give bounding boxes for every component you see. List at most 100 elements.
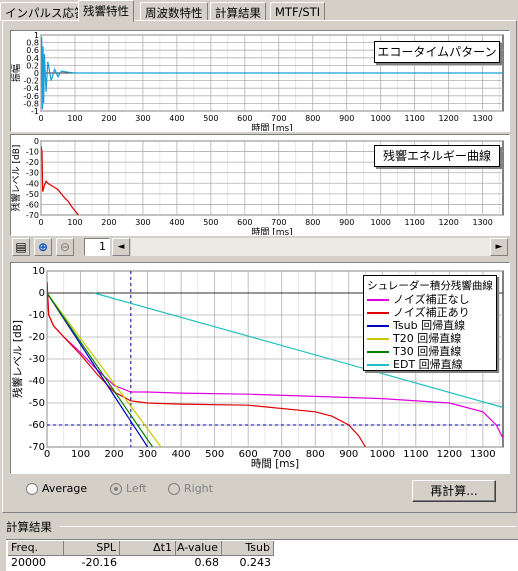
radio-average[interactable]: Average — [26, 482, 87, 495]
y-tick-label: -60 — [29, 420, 45, 431]
scroll-right-button[interactable]: ► — [490, 238, 508, 256]
recalculate-button[interactable]: 再計算... — [412, 480, 496, 502]
x-tick-label: 900 — [339, 449, 358, 460]
x-axis-label: 時間 [ms] — [251, 123, 292, 131]
radio-average-dot — [26, 483, 38, 495]
x-tick-label: 900 — [339, 218, 354, 227]
radio-left[interactable]: Left — [110, 482, 147, 495]
legend-label: EDT 回帰直線 — [393, 358, 463, 371]
legend-item: ノイズ補正なし — [367, 293, 493, 306]
y-tick-label: 0.8 — [26, 39, 39, 48]
x-tick-label: 300 — [138, 449, 157, 460]
x-tick-label: 500 — [203, 218, 218, 227]
x-tick-label: 500 — [203, 114, 218, 123]
cell-spl: -20.16 — [81, 556, 117, 569]
y-tick-label: -40 — [29, 376, 45, 387]
cell-dt1 — [120, 556, 176, 571]
x-tick-label: 800 — [305, 218, 320, 227]
x-tick-label: 1300 — [472, 114, 492, 123]
results-table: Freq. SPL Δt1 A-value Tsub 20000 -20.16 … — [6, 539, 518, 571]
tab-results[interactable]: 計算結果 — [210, 2, 266, 21]
legend-swatch — [367, 299, 389, 301]
radio-right[interactable]: Right — [168, 482, 213, 495]
x-tick-label: 1100 — [404, 218, 424, 227]
y-tick-label: -0.8 — [23, 99, 39, 108]
x-tick-label: 1100 — [404, 114, 424, 123]
series-line-1 — [47, 281, 367, 447]
scroll-track[interactable] — [131, 238, 491, 256]
echo-time-pattern-chart: 0 100 200 300 400 500 600 700 800 900 1000 1100 1200… — [10, 31, 504, 134]
series-line-4 — [47, 292, 154, 447]
x-tick-label: 500 — [205, 449, 224, 460]
legend-swatch — [367, 325, 389, 327]
x-tick-label: 700 — [272, 449, 291, 460]
y-tick-label: 0 — [34, 69, 39, 78]
schroeder-legend: シュレーダー積分残響曲線 ノイズ補正なし ノイズ補正あり Tsub 回帰直線 T20 … — [363, 275, 497, 371]
y-tick-label: -10 — [29, 310, 45, 321]
y-tick-label: -70 — [29, 442, 45, 453]
echo-time-pattern-legend: エコータイムパターン — [374, 41, 500, 63]
col-dt1[interactable]: Δt1 — [120, 541, 176, 556]
legend-item: EDT 回帰直線 — [367, 358, 493, 371]
y-tick-label: 1 — [34, 31, 39, 40]
zoom-in-icon[interactable]: ⊕ — [34, 238, 52, 256]
results-title: 計算結果 — [6, 520, 52, 534]
radio-left-dot — [110, 483, 122, 495]
x-tick-label: 600 — [239, 449, 258, 460]
radio-average-label: Average — [42, 482, 88, 495]
series-line-0 — [41, 36, 503, 110]
y-tick-label: -50 — [26, 190, 39, 199]
zoom-out-icon[interactable]: ⊖ — [56, 238, 74, 256]
x-tick-label: 900 — [339, 114, 354, 123]
y-tick-label: -10 — [26, 148, 39, 157]
cell-tsub: 0.243 — [239, 556, 272, 569]
y-tick-label: -60 — [26, 200, 39, 209]
x-tick-label: 400 — [169, 218, 184, 227]
x-tick-label: 1200 — [438, 218, 458, 227]
legend-label: ノイズ補正あり — [393, 306, 470, 319]
x-tick-label: 100 — [71, 449, 90, 460]
tab-content — [2, 20, 517, 513]
y-tick-label: 0.6 — [26, 46, 39, 55]
y-tick-label: -40 — [26, 179, 39, 188]
y-tick-label: 0 — [39, 288, 45, 299]
scroll-left-button[interactable]: ◄ — [112, 238, 130, 256]
y-tick-label: -0.6 — [23, 92, 39, 101]
series-line-3 — [47, 292, 162, 447]
y-axis-label: 残響レベル [dB] — [11, 320, 24, 398]
x-tick-label: 1200 — [438, 114, 458, 123]
legend-title: シュレーダー積分残響曲線 — [367, 280, 493, 292]
legend-items: ノイズ補正なし ノイズ補正あり Tsub 回帰直線 T20 回帰直線 T30 回帰直線 E… — [367, 293, 493, 371]
tab-mtf-sti[interactable]: MTF/STI — [270, 2, 326, 21]
x-tick-label: 1000 — [370, 449, 395, 460]
x-tick-label: 1200 — [437, 449, 462, 460]
col-a-value[interactable]: A-value — [176, 541, 222, 556]
series-line-2 — [47, 292, 149, 447]
col-spl[interactable]: SPL — [64, 541, 120, 556]
y-tick-label: 0.4 — [26, 54, 39, 63]
x-tick-label: 700 — [271, 218, 286, 227]
layout-icon[interactable]: ▤ — [12, 238, 30, 256]
x-tick-label: 300 — [135, 218, 150, 227]
y-tick-label: 10 — [32, 266, 45, 277]
y-axis-label: 振幅 — [11, 64, 22, 82]
tab-frequency[interactable]: 周波数特性 — [140, 2, 208, 21]
col-freq[interactable]: Freq. — [8, 541, 64, 556]
y-tick-label: -0.2 — [23, 77, 39, 86]
y-tick-label: -20 — [29, 332, 45, 343]
y-tick-label: -1 — [31, 107, 39, 116]
legend-item: Tsub 回帰直線 — [367, 319, 493, 332]
x-tick-label: 800 — [306, 449, 325, 460]
tab-bar: インパルス応答 残響特性 周波数特性 計算結果 MTF/STI — [0, 0, 518, 22]
legend-item: T30 回帰直線 — [367, 345, 493, 358]
col-tsub[interactable]: Tsub — [222, 541, 274, 556]
legend-swatch — [367, 312, 389, 314]
tab-reverberation[interactable]: 残響特性 — [78, 0, 134, 22]
page-input[interactable]: 1 — [84, 238, 110, 256]
y-tick-label: -50 — [29, 398, 45, 409]
tab-impulse-response[interactable]: インパルス応答 — [0, 2, 91, 21]
x-axis-label: 時間 [ms] — [251, 458, 299, 470]
chart-toolbar: ▤ ⊕ ⊖ 1 ◄ ► — [10, 237, 510, 257]
x-tick-label: 400 — [172, 449, 191, 460]
legend-label: T20 回帰直線 — [393, 332, 462, 345]
